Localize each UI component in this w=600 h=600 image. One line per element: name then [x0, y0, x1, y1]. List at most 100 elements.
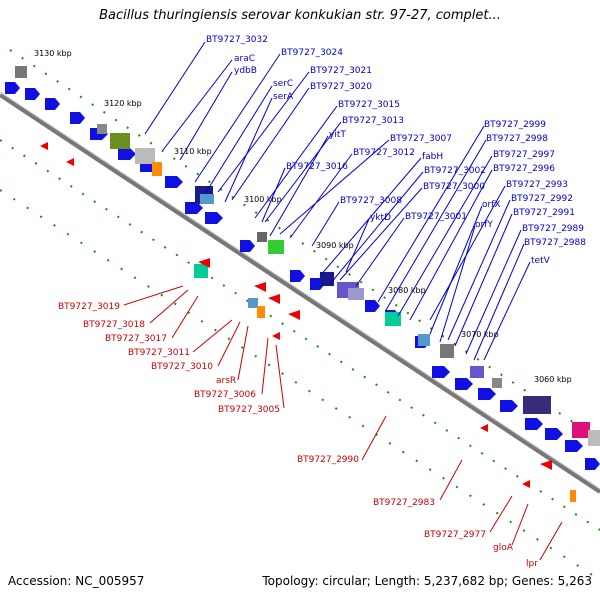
gene-arrow[interactable] — [45, 98, 60, 110]
gene-box[interactable] — [135, 148, 155, 164]
scale-label: 3060 kbp — [534, 375, 572, 384]
gene-arrow[interactable] — [500, 400, 518, 412]
gene-arrow[interactable] — [66, 158, 74, 166]
gene-box[interactable] — [257, 306, 265, 318]
gene-arrow[interactable] — [455, 378, 473, 390]
gene-label[interactable]: BT9727_3005 — [218, 405, 280, 415]
gene-arrow[interactable] — [522, 480, 530, 488]
gene-label[interactable]: lpr — [526, 559, 538, 569]
gene-label[interactable]: BT9727_2983 — [373, 498, 435, 508]
gene-label[interactable]: arsR — [216, 376, 236, 386]
gene-box[interactable] — [470, 366, 484, 378]
gene-label[interactable]: BT9727_2996 — [493, 164, 555, 174]
gene-arrow[interactable] — [545, 428, 563, 440]
gene-arrow[interactable] — [5, 82, 20, 94]
gene-box[interactable] — [194, 264, 208, 278]
gene-label[interactable]: BT9727_3019 — [58, 302, 120, 312]
gene-arrow[interactable] — [480, 424, 488, 432]
gene-label[interactable]: ydbB — [234, 66, 257, 76]
gene-label[interactable]: BT9727_3012 — [353, 148, 415, 158]
gene-label[interactable]: BT9727_2993 — [506, 180, 568, 190]
gene-arrow[interactable] — [165, 176, 183, 188]
gene-box[interactable] — [200, 194, 214, 204]
gene-label[interactable]: BT9727_3011 — [128, 348, 190, 358]
gene-arrow[interactable] — [118, 148, 136, 160]
gene-arrow[interactable] — [40, 142, 48, 150]
gene-arrow[interactable] — [70, 112, 85, 124]
gene-arrow[interactable] — [268, 294, 280, 304]
gene-label[interactable]: gloA — [493, 543, 514, 553]
gene-arrow[interactable] — [288, 310, 300, 320]
gene-arrow[interactable] — [240, 240, 255, 252]
gene-arrow[interactable] — [198, 258, 210, 268]
gene-label[interactable]: yitT — [329, 130, 346, 140]
gene-arrow[interactable] — [185, 202, 203, 214]
gene-box[interactable] — [492, 378, 502, 388]
gene-box[interactable] — [257, 232, 267, 242]
gene-box[interactable] — [268, 240, 284, 254]
gene-label[interactable]: BT9727_2999 — [484, 120, 546, 130]
gene-label[interactable]: araC — [234, 54, 255, 64]
gene-label[interactable]: orfY — [475, 220, 493, 230]
gene-label[interactable]: BT9727_3016 — [286, 162, 348, 172]
gene-arrow[interactable] — [432, 366, 450, 378]
gene-box[interactable] — [152, 162, 162, 176]
gene-label[interactable]: serA — [273, 92, 294, 102]
gene-label[interactable]: BT9727_3002 — [424, 166, 486, 176]
gene-label[interactable]: BT9727_2992 — [511, 194, 573, 204]
gene-label[interactable]: yktD — [370, 213, 391, 223]
gene-label[interactable]: BT9727_2989 — [522, 224, 584, 234]
gene-label[interactable]: BT9727_2997 — [493, 150, 555, 160]
gene-label[interactable]: BT9727_3020 — [310, 82, 372, 92]
gene-box[interactable] — [570, 490, 576, 502]
gene-label[interactable]: BT9727_2991 — [513, 208, 575, 218]
gene-label[interactable]: tetV — [531, 256, 551, 266]
gene-label[interactable]: BT9727_3010 — [151, 362, 213, 372]
gene-arrow[interactable] — [205, 212, 223, 224]
gene-arrow[interactable] — [525, 418, 543, 430]
gene-label[interactable]: BT9727_2998 — [486, 134, 548, 144]
gene-label[interactable]: BT9727_3001 — [405, 212, 467, 222]
gene-label[interactable]: BT9727_3024 — [281, 48, 343, 58]
gene-label[interactable]: BT9727_3017 — [105, 334, 167, 344]
gene-arrow[interactable] — [365, 300, 380, 312]
gene-arrow[interactable] — [565, 440, 583, 452]
gene-arrow[interactable] — [290, 270, 305, 282]
gene-box[interactable] — [588, 430, 600, 446]
gene-box[interactable] — [248, 298, 258, 308]
gene-label[interactable]: BT9727_3008 — [340, 196, 402, 206]
gene-label[interactable]: BT9727_3032 — [206, 35, 268, 45]
gene-box[interactable] — [348, 288, 364, 300]
gene-box[interactable] — [418, 334, 430, 346]
gene-arrow[interactable] — [272, 332, 280, 340]
gene-arrow[interactable] — [585, 458, 600, 470]
gene-box[interactable] — [320, 272, 334, 286]
gene-label[interactable]: BT9727_2988 — [524, 238, 586, 248]
gene-box[interactable] — [15, 66, 27, 78]
gene-label[interactable]: BT9727_3013 — [342, 116, 404, 126]
gene-arrow[interactable] — [25, 88, 40, 100]
gene-label[interactable]: BT9727_3018 — [83, 320, 145, 330]
reverse-gene-labels: BT9727_3019 BT9727_3018 BT9727_3017 BT97… — [58, 285, 563, 569]
gene-box[interactable] — [97, 124, 107, 134]
gene-arrow[interactable] — [540, 460, 552, 470]
gene-label[interactable]: orfX — [482, 200, 501, 210]
gene-box[interactable] — [110, 133, 130, 149]
gene-label[interactable]: BT9727_3015 — [338, 100, 400, 110]
gene-label[interactable]: BT9727_3007 — [390, 134, 452, 144]
gene-arrow[interactable] — [478, 388, 496, 400]
gene-label[interactable]: BT9727_3000 — [423, 182, 485, 192]
gene-arrow[interactable] — [254, 282, 266, 292]
gene-label[interactable]: fabH — [422, 152, 443, 162]
gene-label[interactable]: BT9727_2990 — [297, 455, 359, 465]
gene-box[interactable] — [572, 422, 590, 438]
gene-box[interactable] — [440, 344, 454, 358]
gene-label[interactable]: BT9727_3006 — [194, 390, 256, 400]
gene-box[interactable] — [385, 312, 401, 326]
gene-box[interactable] — [523, 396, 551, 414]
gene-label[interactable]: serC — [273, 79, 293, 89]
forward-genes — [5, 82, 600, 470]
gene-label[interactable]: BT9727_3021 — [310, 66, 372, 76]
gene-label[interactable]: BT9727_2977 — [424, 530, 486, 540]
